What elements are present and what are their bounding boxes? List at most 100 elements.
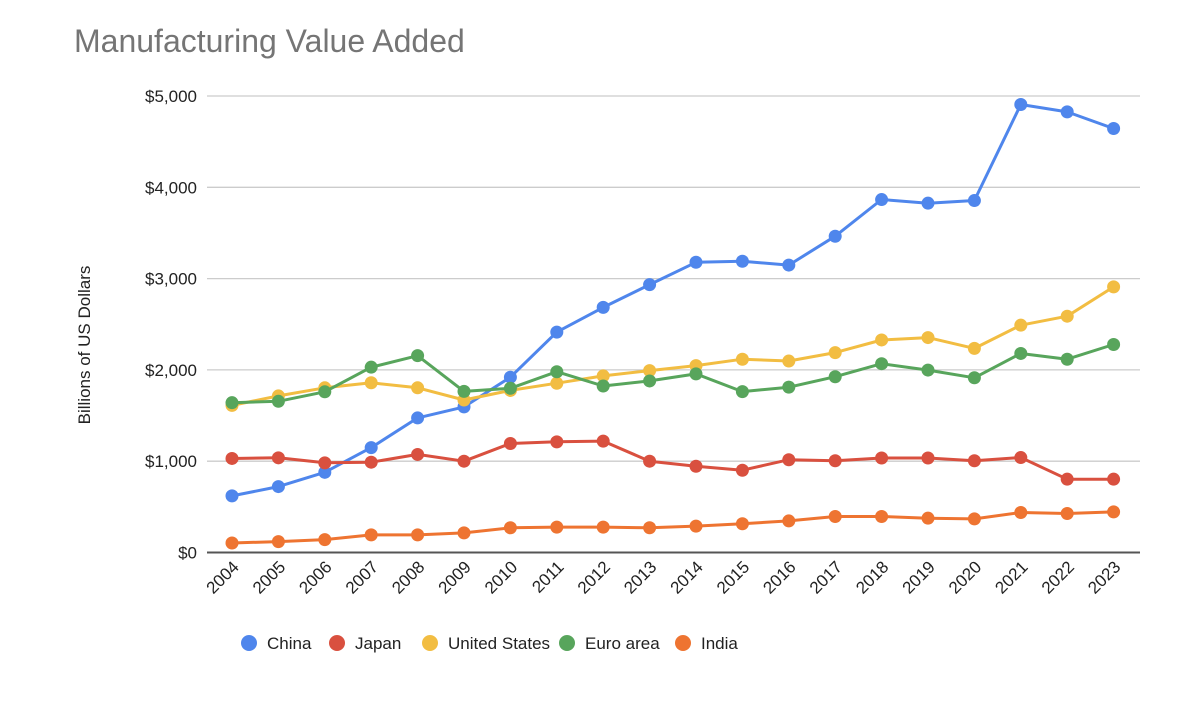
data-point[interactable] [921,331,935,345]
data-point[interactable] [550,435,564,449]
data-point[interactable] [643,364,657,378]
data-point[interactable] [271,480,285,494]
data-point[interactable] [411,447,425,461]
data-point[interactable] [875,333,889,347]
data-point[interactable] [596,300,610,314]
data-point[interactable] [828,370,842,384]
data-point[interactable] [550,520,564,534]
legend-label: United States [448,634,550,653]
data-point[interactable] [411,411,425,425]
data-point[interactable] [364,376,378,390]
data-point[interactable] [225,536,239,550]
data-point[interactable] [503,436,517,450]
data-point[interactable] [318,456,332,470]
data-point[interactable] [782,258,796,272]
data-point[interactable] [225,396,239,410]
legend-item[interactable]: India [675,634,738,653]
data-point[interactable] [967,512,981,526]
data-point[interactable] [271,394,285,408]
data-point[interactable] [364,528,378,542]
data-point[interactable] [1107,338,1121,352]
data-point[interactable] [921,363,935,377]
data-point[interactable] [271,451,285,465]
data-point[interactable] [1060,507,1074,521]
data-point[interactable] [875,357,889,371]
data-point[interactable] [225,489,239,503]
data-point[interactable] [1060,352,1074,366]
data-point[interactable] [364,455,378,469]
legend-item[interactable]: China [241,634,312,653]
data-point[interactable] [1014,451,1028,465]
data-point[interactable] [1107,505,1121,519]
data-point[interactable] [921,196,935,210]
data-point[interactable] [875,193,889,207]
data-point[interactable] [411,381,425,395]
data-point[interactable] [735,517,749,531]
data-point[interactable] [503,370,517,384]
data-point[interactable] [318,385,332,399]
data-point[interactable] [875,510,889,524]
data-point[interactable] [596,369,610,383]
data-point[interactable] [596,520,610,534]
data-point[interactable] [921,451,935,465]
legend-item[interactable]: United States [422,634,550,653]
data-point[interactable] [550,325,564,339]
data-point[interactable] [782,514,796,528]
data-point[interactable] [782,380,796,394]
data-point[interactable] [1014,506,1028,520]
data-point[interactable] [967,341,981,355]
data-point[interactable] [689,255,703,269]
data-point[interactable] [503,381,517,395]
data-point[interactable] [828,229,842,243]
data-point[interactable] [411,528,425,542]
data-point[interactable] [1060,105,1074,119]
legend-item[interactable]: Euro area [559,634,660,653]
data-point[interactable] [457,526,471,540]
data-point[interactable] [457,454,471,468]
data-point[interactable] [1014,97,1028,111]
data-point[interactable] [225,451,239,465]
data-point[interactable] [735,463,749,477]
data-point[interactable] [967,371,981,385]
data-point[interactable] [318,465,332,479]
data-point[interactable] [503,521,517,535]
x-tick-label: 2013 [620,557,660,597]
data-point[interactable] [828,454,842,468]
data-point[interactable] [1107,122,1121,136]
data-point[interactable] [921,511,935,525]
legend-item[interactable]: Japan [329,634,401,653]
data-point[interactable] [550,376,564,390]
data-point[interactable] [967,454,981,468]
data-point[interactable] [967,194,981,208]
data-point[interactable] [364,360,378,374]
data-point[interactable] [643,521,657,535]
data-point[interactable] [1014,318,1028,332]
data-point[interactable] [643,454,657,468]
data-point[interactable] [735,254,749,268]
data-point[interactable] [318,533,332,547]
data-point[interactable] [550,365,564,379]
data-point[interactable] [689,367,703,381]
data-point[interactable] [1107,280,1121,294]
data-point[interactable] [875,451,889,465]
data-point[interactable] [1014,346,1028,360]
data-point[interactable] [782,354,796,368]
data-point[interactable] [782,453,796,467]
data-point[interactable] [828,346,842,360]
data-point[interactable] [689,459,703,473]
data-point[interactable] [735,352,749,366]
data-point[interactable] [364,441,378,455]
data-point[interactable] [457,384,471,398]
data-point[interactable] [271,535,285,549]
data-point[interactable] [643,278,657,292]
data-point[interactable] [1060,309,1074,323]
data-point[interactable] [596,379,610,393]
data-point[interactable] [411,349,425,363]
data-point[interactable] [1107,472,1121,486]
data-point[interactable] [828,510,842,524]
data-point[interactable] [1060,472,1074,486]
data-point[interactable] [735,385,749,399]
data-point[interactable] [596,434,610,448]
data-point[interactable] [689,519,703,533]
data-point[interactable] [643,374,657,388]
